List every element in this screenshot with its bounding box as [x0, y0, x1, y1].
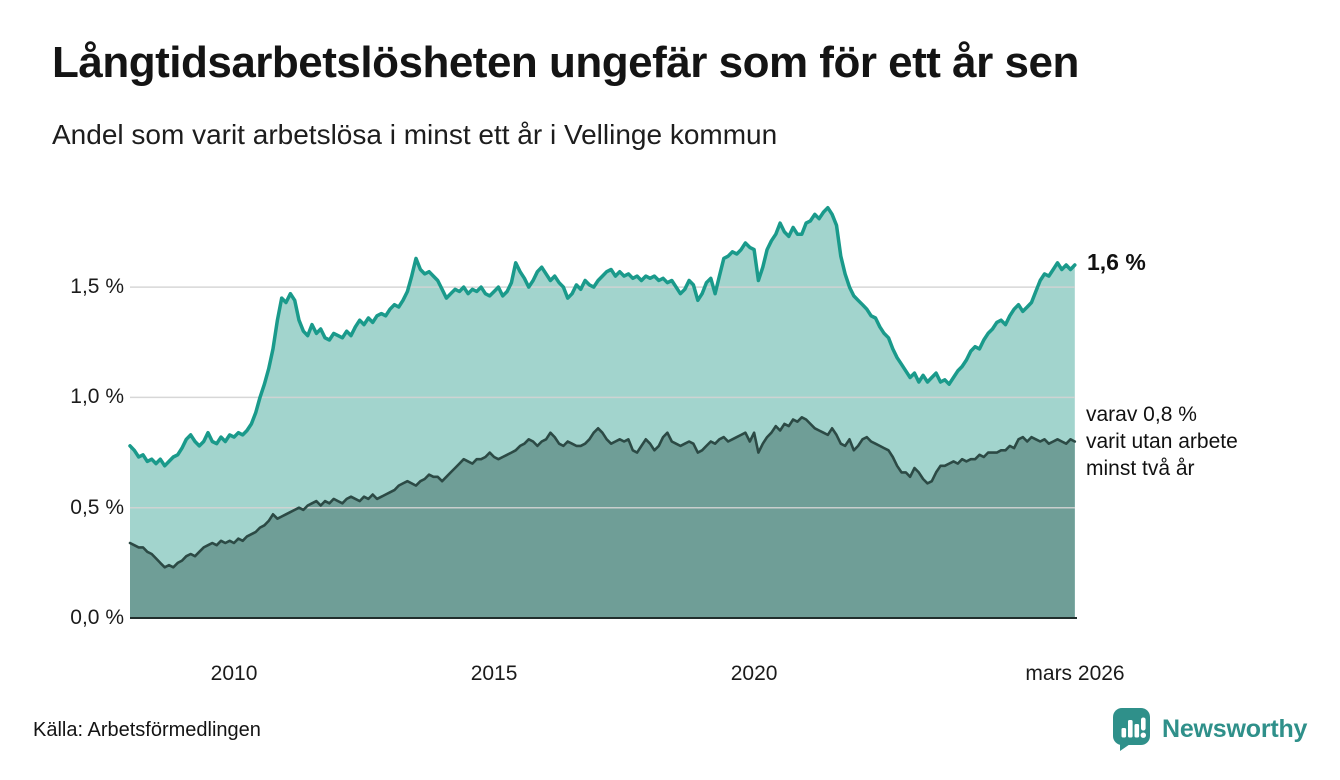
x-axis-tick-label: 2015 [470, 662, 518, 685]
newsworthy-bubble-chart-icon [1113, 708, 1150, 751]
y-axis-tick-label: 0,5 % [70, 495, 124, 519]
x-axis-tick-label: 2010 [210, 662, 258, 685]
newsworthy-wordmark: Newsworthy [1162, 715, 1308, 743]
x-axis-tick-label: 2020 [730, 662, 778, 685]
y-axis-tick-label: 1,5 % [70, 275, 124, 299]
line-two-years [128, 416, 1077, 569]
y-axis-tick-label: 0,0 % [70, 606, 124, 629]
latest-subseries-value-label: varav 0,8 % varit utan arbete minst två … [1086, 403, 1238, 480]
latest-total-value-label: 1,6 % [1087, 249, 1146, 275]
x-axis-tick-label: mars 2026 [1025, 662, 1125, 685]
newsworthy-logo: Newsworthy [1112, 707, 1307, 752]
y-axis-tick-label: 1,0 % [70, 385, 124, 409]
source-note: Källa: Arbetsförmedlingen [33, 719, 261, 741]
area-two-years [130, 417, 1075, 618]
chart-subtitle: Andel som varit arbetslösa i minst ett å… [52, 119, 778, 150]
chart-title: Långtidsarbetslösheten ungefär som för e… [52, 38, 1079, 87]
line-total [128, 205, 1077, 468]
